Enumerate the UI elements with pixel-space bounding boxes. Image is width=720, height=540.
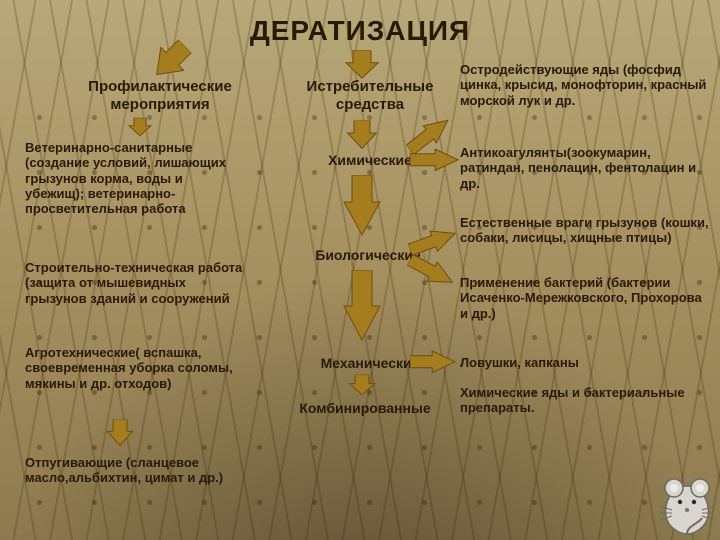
right-item-5: Химические яды и бактериальные препараты… — [460, 385, 690, 416]
elim-item-2: Механические — [290, 355, 450, 372]
elim-item-0: Химические — [300, 152, 440, 169]
elim-item-1: Биологические — [288, 247, 448, 264]
arrow-chem-down — [342, 175, 382, 239]
arrow-mech-down — [347, 375, 376, 399]
slide: { "layout":{"width":720,"height":540}, "… — [0, 0, 720, 540]
prevent-header: Профилактические мероприятия — [65, 78, 255, 113]
right-item-4: Ловушки, капканы — [460, 355, 710, 370]
arrow-elim-sub — [346, 120, 379, 152]
right-item-0: Остродействующие яды (фосфид цинка, крыс… — [460, 62, 710, 108]
prevent-item-2: Агротехнические( вспашка, своевременная … — [25, 345, 245, 391]
page-title: ДЕРАТИЗАЦИЯ — [0, 14, 720, 47]
prevent-item-3: Отпугивающие (сланцевое масло,альбихтин,… — [25, 455, 245, 486]
right-item-3: Применение бактерий (бактерии Исаченко-М… — [460, 275, 710, 321]
arrow-agro-to-repel — [105, 420, 134, 450]
prevent-item-1: Строительно-техническая работа (защита о… — [25, 260, 245, 306]
right-item-1: Антикоагулянты(зоокумарин, ратиндан, пен… — [460, 145, 710, 191]
arrow-bio-down — [342, 270, 382, 344]
right-item-2: Естественные враги грызунов (кошки, соба… — [460, 215, 710, 246]
elim-header: Истребительные средства — [285, 78, 455, 113]
prevent-item-0: Ветеринарно-санитарные (создание условий… — [25, 140, 245, 217]
arrow-prevent-sub — [127, 118, 153, 140]
elim-item-3: Комбинированные — [275, 400, 455, 417]
mouse-icon — [652, 468, 720, 538]
